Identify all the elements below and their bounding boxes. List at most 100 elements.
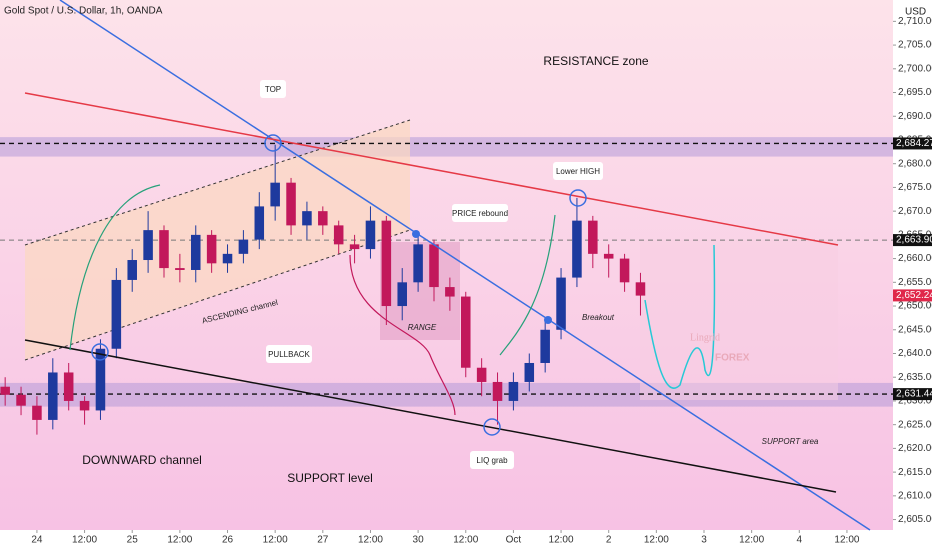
marker (91, 343, 109, 361)
x-tick-label: 12:00 (739, 535, 764, 546)
candle-body (540, 329, 550, 363)
y-tick-label: 2,650.000 (898, 301, 932, 312)
price-axis-panel (893, 0, 932, 550)
y-tick-label: 2,630.000 (898, 396, 932, 407)
x-tick-label: 27 (317, 535, 329, 546)
x-tick-label: 12:00 (549, 535, 574, 546)
price-label: 2,663.900 (896, 235, 932, 246)
axes: 2,605.000 2,610.000 2,615.000 2,620.000 2,62… (31, 16, 932, 546)
rebound-curve (499, 214, 556, 356)
y-tick-label: 2,625.000 (898, 419, 932, 430)
channel-lower (24, 229, 411, 361)
projection-box (640, 240, 838, 400)
candle-body (111, 279, 122, 349)
candle-body (508, 381, 519, 401)
watermark: FOREX (715, 353, 750, 364)
candle-body (588, 220, 598, 254)
candle-body (222, 253, 233, 264)
x-tick-label: 12:00 (644, 535, 669, 546)
candle-body (302, 211, 312, 226)
candle-body (556, 277, 566, 330)
y-tick-label: 2,710.000 (898, 16, 932, 27)
x-tick-label: 3 (701, 535, 707, 546)
y-tick-label: 2,670.000 (898, 206, 932, 217)
y-tick-label: 2,610.000 (898, 490, 932, 501)
candle-body (349, 244, 360, 250)
candle-body (190, 234, 201, 270)
annotation: TOP (265, 85, 281, 94)
black-trendline (24, 339, 837, 493)
candles (0, 144, 646, 435)
candle-body (238, 239, 249, 254)
candle-body (159, 230, 169, 269)
annotation: SUPPORT area (762, 437, 819, 446)
x-tick-label: 2 (606, 535, 612, 546)
candle-body (460, 296, 471, 368)
label-box (553, 162, 603, 180)
blue-trendline (59, 0, 871, 531)
candle-body (32, 405, 42, 420)
candle-body (254, 206, 265, 240)
candle-body (95, 348, 106, 411)
label-box (470, 451, 514, 469)
annotation: RANGE (408, 323, 437, 332)
x-tick-label: 25 (127, 535, 139, 546)
candle-body (619, 258, 630, 283)
y-tick-label: 2,655.000 (898, 277, 932, 288)
arrow-curve (69, 184, 161, 351)
annotation: RESISTANCE zone (543, 54, 648, 68)
candle-body (572, 220, 582, 278)
candle-body (397, 282, 407, 307)
candle-body (0, 386, 10, 395)
currency: USD (905, 7, 926, 18)
price-label-box (893, 137, 932, 150)
price-label-box (893, 234, 932, 247)
annotation: Breakout (582, 313, 615, 322)
candle-body (603, 253, 614, 259)
annotation: LIQ grab (476, 456, 508, 465)
candle-body (175, 268, 185, 270)
candle-body (445, 287, 455, 297)
candle-body (635, 282, 646, 296)
candle-body (286, 182, 296, 226)
y-tick-label: 2,640.000 (898, 348, 932, 359)
y-tick-label: 2,635.000 (898, 372, 932, 383)
annotation: Lower HIGH (556, 167, 600, 176)
x-tick-label: 4 (797, 535, 803, 546)
x-tick-label: 24 (31, 535, 43, 546)
y-tick-label: 2,615.000 (898, 467, 932, 478)
x-tick-label: 12:00 (453, 535, 478, 546)
marker (412, 230, 420, 238)
marker (264, 134, 282, 152)
candle-body (333, 225, 344, 245)
x-tick-label: 26 (222, 535, 234, 546)
red-trendline (24, 92, 839, 246)
candle-body (48, 372, 58, 420)
zone (0, 137, 893, 157)
candle-body (476, 367, 487, 382)
candle-body (206, 234, 217, 264)
price-label: 2,684.270 (896, 138, 932, 149)
watermark: Lingrid (690, 332, 720, 343)
candle-body (16, 394, 26, 406)
annotation: SUPPORT level (287, 471, 373, 485)
pullback-curve (349, 254, 456, 416)
price-label-box (893, 388, 932, 401)
marker (544, 316, 552, 324)
marker (483, 418, 501, 436)
candle-body (270, 182, 280, 207)
candle-body (492, 381, 503, 401)
y-tick-label: 2,690.000 (898, 111, 932, 122)
y-tick-label: 2,660.000 (898, 253, 932, 264)
candle-body (413, 244, 423, 283)
x-tick-label: 12:00 (834, 535, 859, 546)
y-tick-label: 2,695.000 (898, 87, 932, 98)
candle-body (318, 211, 328, 226)
y-tick-label: 2,680.000 (898, 158, 932, 169)
candle-body (365, 220, 376, 250)
projection-path (644, 244, 716, 389)
x-tick-label: 12:00 (263, 535, 288, 546)
x-tick-label: 30 (413, 535, 425, 546)
price-label-box (893, 289, 932, 302)
